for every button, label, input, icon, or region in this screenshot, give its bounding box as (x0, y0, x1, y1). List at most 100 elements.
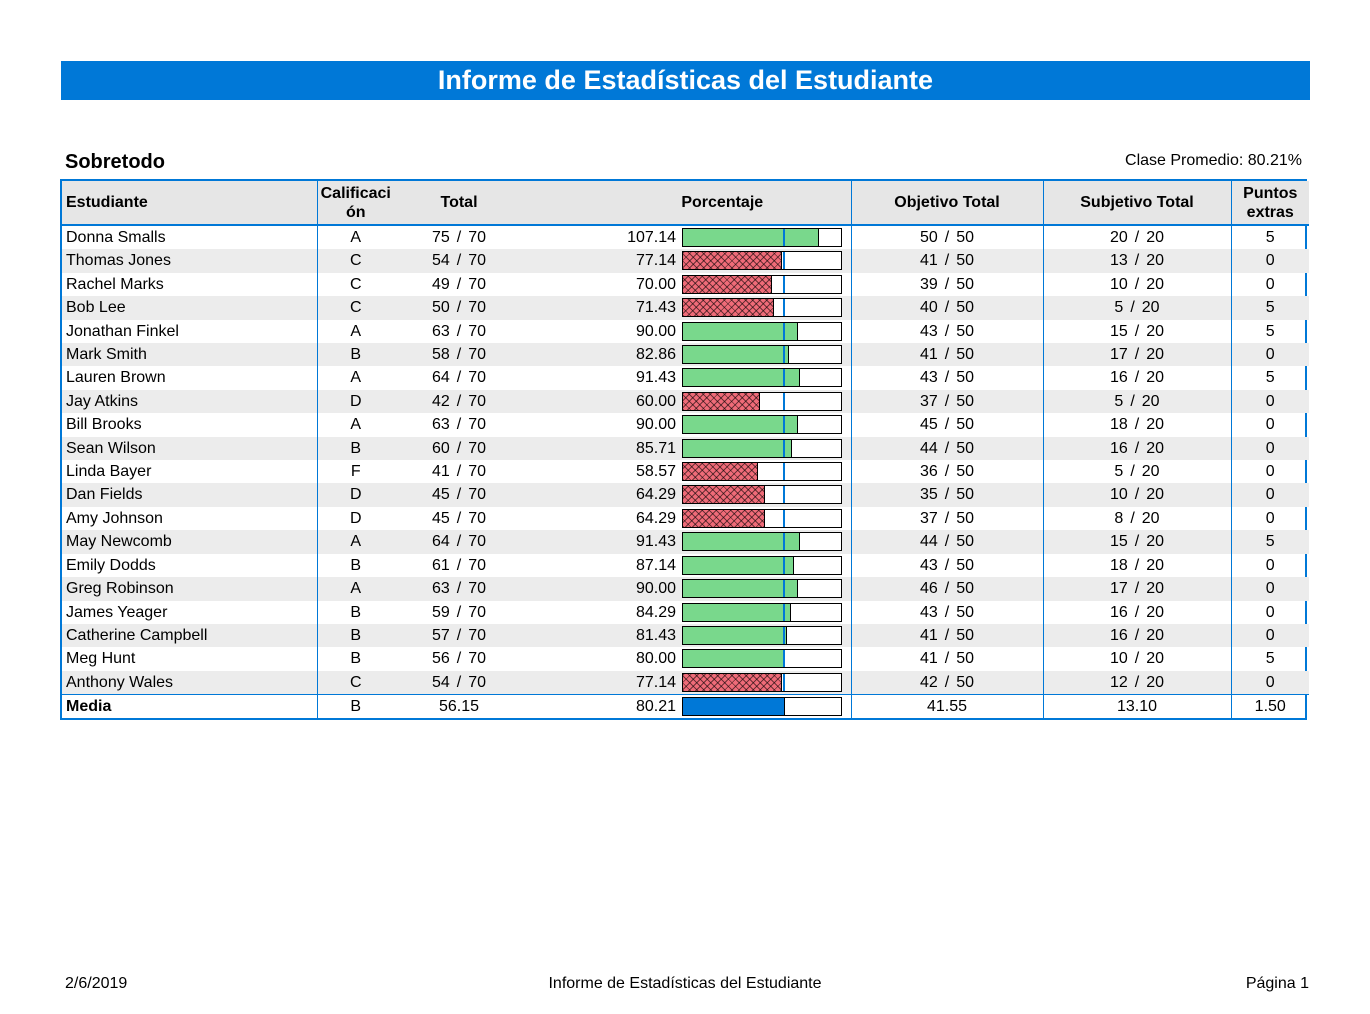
student-grade: C (316, 296, 394, 320)
student-objective: 41 / 50 (920, 249, 974, 272)
student-subjective-value: 12 (1109, 673, 1128, 691)
student-total-cell: 64 / 70 (394, 366, 524, 389)
student-subjective: 10 / 20 (1110, 647, 1164, 670)
class-average-marker (783, 252, 786, 270)
student-percent-fill (683, 322, 798, 340)
student-total-cell: 45 / 70 (394, 507, 524, 530)
student-total-value: 54 (431, 673, 450, 691)
student-percent-bar (682, 649, 842, 669)
student-subjective-max: 20 (1146, 486, 1165, 504)
student-objective-separator: / (944, 556, 950, 574)
student-subjective-separator: / (1134, 275, 1140, 293)
student-objective-separator: / (944, 322, 950, 340)
student-subjective-cell: 17 / 20 (1042, 343, 1231, 367)
student-subjective-separator: / (1134, 346, 1140, 364)
student-objective: 43 / 50 (920, 366, 974, 389)
student-percent-fill (683, 533, 800, 551)
student-objective-value: 42 (919, 673, 938, 691)
student-total-max: 70 (468, 369, 487, 387)
class-average-marker (783, 439, 786, 457)
student-percent-cell: 85.71 (524, 436, 851, 461)
student-percent: 87.14 (635, 556, 676, 574)
student-total-cell: 75 / 70 (394, 225, 524, 249)
average-label: Media (62, 694, 317, 719)
student-percent-fill (683, 673, 782, 691)
student-total: 64 / 70 (432, 530, 486, 553)
student-objective-cell: 37 / 50 (850, 506, 1043, 531)
student-total-separator: / (456, 556, 462, 574)
average-percent-cell: 80.21 (524, 694, 851, 719)
student-stats-table: Estudiante Calificación Total Porcentaje… (60, 179, 1309, 721)
student-subjective-max: 20 (1146, 650, 1165, 668)
student-total-max: 70 (468, 346, 487, 364)
table-row: Mark Smith B 58 / 70 82.86 41 / 50 17 / 20 0 (62, 343, 1309, 367)
student-objective: 46 / 50 (920, 577, 974, 600)
student-total: 57 / 70 (432, 624, 486, 647)
student-subjective-value: 5 (1114, 392, 1124, 410)
student-total-max: 70 (468, 650, 487, 668)
student-extra: 5 (1230, 225, 1309, 250)
class-average-marker (783, 626, 786, 644)
student-total-separator: / (456, 439, 462, 457)
student-subjective-value: 18 (1109, 556, 1128, 574)
student-percent-bar (682, 532, 842, 552)
student-objective: 43 / 50 (920, 320, 974, 343)
student-percent: 107.14 (627, 229, 676, 246)
student-percent: 77.14 (635, 252, 676, 270)
student-percent-cell: 90.00 (524, 577, 851, 601)
student-subjective-cell: 17 / 20 (1042, 577, 1231, 601)
student-objective-cell: 37 / 50 (850, 389, 1043, 414)
student-total-separator: / (456, 580, 462, 598)
student-objective-max: 50 (956, 416, 975, 434)
student-subjective-separator: / (1134, 650, 1140, 668)
student-subjective-separator: / (1134, 229, 1140, 246)
student-objective-separator: / (944, 650, 950, 668)
student-name: Mark Smith (62, 343, 317, 367)
student-objective-cell: 43 / 50 (850, 553, 1043, 578)
student-total-value: 64 (431, 369, 450, 387)
student-grade: A (316, 413, 394, 437)
student-name: Greg Robinson (62, 577, 317, 601)
col-header-total: Total (394, 181, 524, 226)
student-percent-cell: 107.14 (524, 225, 851, 249)
student-objective-value: 35 (919, 486, 938, 504)
student-subjective: 16 / 20 (1110, 437, 1164, 460)
student-objective-max: 50 (956, 509, 975, 527)
student-extra: 5 (1230, 647, 1309, 671)
student-objective-separator: / (944, 533, 950, 551)
student-total-cell: 63 / 70 (394, 320, 524, 343)
student-objective-separator: / (944, 392, 950, 410)
student-total-cell: 63 / 70 (394, 413, 524, 436)
student-objective: 41 / 50 (920, 624, 974, 647)
student-objective-cell: 41 / 50 (850, 623, 1043, 648)
class-average-marker (783, 299, 786, 317)
student-subjective: 16 / 20 (1110, 366, 1164, 389)
student-subjective-separator: / (1130, 392, 1135, 410)
student-total-max: 70 (468, 626, 487, 644)
student-percent-fill (683, 626, 787, 644)
student-objective-separator: / (944, 369, 950, 387)
student-name: James Yeager (66, 603, 168, 621)
student-subjective-value: 16 (1109, 439, 1128, 457)
student-total-cell: 50 / 70 (394, 296, 524, 320)
table-row: Bob Lee C 50 / 70 71.43 40 / 50 5 / 20 5 (62, 296, 1309, 320)
student-subjective: 10 / 20 (1110, 273, 1164, 296)
student-objective-max: 50 (956, 229, 975, 246)
average-percent-fill (683, 698, 786, 716)
student-percent-bar (682, 391, 842, 411)
student-objective-cell: 44 / 50 (850, 436, 1043, 461)
student-grade: A (316, 530, 394, 554)
student-total-separator: / (456, 509, 462, 527)
student-percent-bar (682, 625, 842, 645)
average-percent-bar (682, 697, 842, 717)
student-objective-value: 43 (919, 369, 938, 387)
student-grade: F (316, 460, 394, 484)
student-objective: 39 / 50 (920, 273, 974, 296)
class-average-marker (783, 346, 786, 364)
student-percent-fill (683, 299, 775, 317)
class-average-marker (783, 463, 786, 481)
student-grade: B (316, 553, 394, 578)
student-extra: 0 (1230, 577, 1309, 601)
student-percent: 90.00 (635, 580, 676, 598)
student-percent-cell: 70.00 (524, 273, 851, 296)
